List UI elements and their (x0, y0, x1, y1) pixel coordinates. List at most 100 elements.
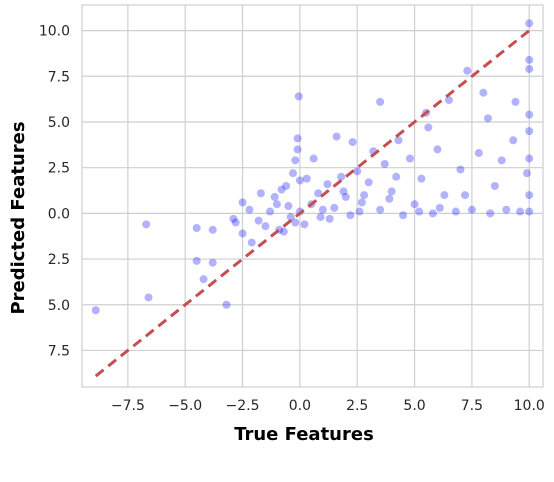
data-point (444, 96, 453, 105)
data-point (516, 207, 525, 216)
y-tick-label: 7.5 (48, 343, 70, 359)
data-point (279, 227, 288, 236)
x-tick-label: 7.5 (461, 398, 483, 414)
data-point (479, 88, 488, 97)
data-point (511, 97, 520, 106)
data-point (346, 211, 355, 220)
data-point (376, 205, 385, 214)
x-tick-label: 0.0 (289, 398, 311, 414)
data-point (387, 187, 396, 196)
data-point (325, 214, 334, 223)
data-point (394, 136, 403, 145)
data-point (199, 275, 208, 284)
x-tick-label: −2.5 (226, 398, 260, 414)
data-point (208, 225, 217, 234)
data-point (509, 136, 518, 145)
data-point (417, 174, 426, 183)
data-point (337, 172, 346, 181)
data-point (490, 181, 499, 190)
data-point (357, 198, 366, 207)
data-point (410, 200, 419, 209)
data-point (525, 154, 534, 163)
data-point (522, 169, 531, 178)
data-point (502, 205, 511, 214)
data-point (525, 19, 534, 28)
data-point (247, 238, 256, 247)
data-point (360, 191, 369, 200)
y-tick-labels: 10.0 7.5 5.0 2.5 0.0 2.5 5.0 7.5 (39, 24, 70, 360)
y-tick-label: 2.5 (48, 252, 70, 268)
data-point (291, 218, 300, 227)
y-tick-label: 7.5 (48, 69, 70, 85)
data-point (309, 154, 318, 163)
data-point (192, 223, 201, 232)
data-point (91, 306, 100, 315)
data-point (238, 198, 247, 207)
data-point (330, 203, 339, 212)
y-tick-label: 0.0 (48, 206, 70, 222)
x-tick-label: −7.5 (111, 398, 145, 414)
data-point (474, 149, 483, 158)
data-point (525, 55, 534, 64)
data-point (364, 178, 373, 187)
data-point (376, 97, 385, 106)
y-tick-label: 5.0 (48, 115, 70, 131)
data-point (467, 205, 476, 214)
data-point (192, 256, 201, 265)
reference-line (94, 29, 531, 378)
data-point (238, 229, 247, 238)
data-point (318, 205, 327, 214)
data-point (229, 214, 238, 223)
data-point (525, 127, 534, 136)
data-point (463, 66, 472, 75)
data-point (440, 191, 449, 200)
data-point (231, 218, 240, 227)
data-point (323, 180, 332, 189)
data-point (270, 192, 279, 201)
x-axis-title: True Features (234, 424, 374, 445)
data-point (294, 92, 303, 101)
x-tick-label: 10.0 (514, 398, 545, 414)
data-point (380, 160, 389, 169)
data-point (300, 220, 309, 229)
data-point (451, 207, 460, 216)
data-point (341, 192, 350, 201)
data-point (385, 194, 394, 203)
y-tick-label: 10.0 (39, 24, 70, 40)
data-point (525, 191, 534, 200)
data-point (339, 187, 348, 196)
data-point (284, 202, 293, 211)
data-point (405, 154, 414, 163)
data-point (392, 172, 401, 181)
data-point (293, 145, 302, 154)
data-point (208, 258, 217, 267)
plot-frame (81, 4, 544, 388)
data-point (295, 176, 304, 185)
y-tick-label: 2.5 (48, 161, 70, 177)
data-point (424, 123, 433, 132)
x-tick-label: 5.0 (403, 398, 425, 414)
data-point (461, 191, 470, 200)
data-point (483, 114, 492, 123)
data-point (433, 145, 442, 154)
data-point (435, 203, 444, 212)
data-point (256, 189, 265, 198)
data-point (291, 156, 300, 165)
data-point (222, 300, 231, 309)
data-point (254, 216, 263, 225)
x-tick-labels: −7.5 −5.0 −2.5 0.0 2.5 5.0 7.5 10.0 (111, 398, 545, 414)
data-point (332, 132, 341, 141)
data-point (286, 213, 295, 222)
y-tick-label: 5.0 (48, 298, 70, 314)
data-point (348, 138, 357, 147)
data-points (91, 19, 534, 315)
data-point (399, 211, 408, 220)
data-point (525, 207, 534, 216)
data-point (272, 200, 281, 209)
data-point (353, 167, 362, 176)
gridlines (82, 5, 543, 387)
data-point (277, 185, 286, 194)
data-point (302, 174, 311, 183)
